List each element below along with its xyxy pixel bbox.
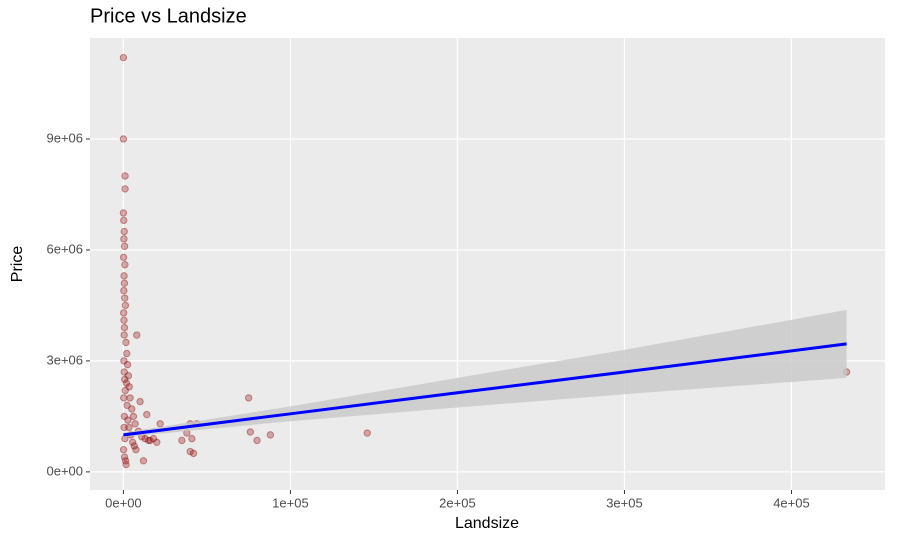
point bbox=[120, 357, 128, 365]
x-tick-label: 2e+05 bbox=[439, 495, 476, 510]
point bbox=[136, 397, 144, 406]
point bbox=[119, 135, 128, 143]
point bbox=[121, 294, 129, 302]
point bbox=[129, 412, 138, 421]
point bbox=[120, 368, 128, 376]
point bbox=[122, 379, 131, 387]
point bbox=[244, 394, 253, 402]
point bbox=[121, 172, 129, 180]
point bbox=[120, 242, 129, 250]
point bbox=[120, 423, 128, 432]
point bbox=[122, 460, 130, 469]
point bbox=[120, 235, 128, 243]
confidence-band bbox=[123, 309, 847, 438]
point bbox=[120, 227, 128, 236]
point bbox=[125, 423, 133, 432]
panel bbox=[90, 38, 885, 490]
point bbox=[121, 457, 130, 465]
x-tick-label: 0e+00 bbox=[105, 495, 142, 510]
point bbox=[126, 394, 134, 402]
y-tick-label: 0e+00 bbox=[46, 463, 83, 478]
point bbox=[119, 253, 128, 262]
point bbox=[120, 286, 128, 295]
point bbox=[141, 434, 149, 443]
point bbox=[131, 420, 139, 428]
point bbox=[121, 301, 130, 310]
x-tick-label: 3e+05 bbox=[606, 495, 643, 510]
point bbox=[189, 449, 198, 458]
point bbox=[123, 401, 131, 409]
point bbox=[120, 272, 128, 280]
point bbox=[128, 438, 137, 446]
point bbox=[132, 445, 140, 454]
point bbox=[246, 428, 255, 436]
point bbox=[120, 216, 128, 225]
point bbox=[121, 375, 129, 384]
point bbox=[188, 434, 196, 443]
point bbox=[124, 416, 132, 424]
point bbox=[120, 331, 128, 339]
point bbox=[120, 316, 128, 324]
point bbox=[119, 445, 128, 454]
point bbox=[121, 261, 129, 269]
point bbox=[130, 442, 138, 450]
y-tick-label: 3e+06 bbox=[46, 352, 83, 367]
point bbox=[123, 349, 131, 358]
point bbox=[119, 209, 128, 217]
point bbox=[156, 420, 164, 428]
chart-title: Price vs Landsize bbox=[90, 5, 247, 27]
point bbox=[121, 386, 129, 395]
point bbox=[121, 185, 129, 193]
point bbox=[139, 457, 148, 465]
point bbox=[120, 279, 129, 287]
x-axis-title: Landsize bbox=[455, 515, 519, 532]
y-tick-label: 6e+06 bbox=[46, 241, 83, 256]
y-axis-title: Price bbox=[9, 246, 26, 283]
point bbox=[122, 338, 130, 347]
x-tick-label: 4e+05 bbox=[773, 495, 810, 510]
point bbox=[146, 436, 154, 445]
point bbox=[120, 394, 128, 402]
point bbox=[253, 436, 261, 445]
point bbox=[144, 436, 153, 445]
point bbox=[123, 360, 132, 369]
point bbox=[149, 434, 158, 443]
point bbox=[120, 412, 129, 421]
y-tick-label: 9e+06 bbox=[46, 130, 83, 145]
point bbox=[153, 438, 161, 446]
x-tick-label: 1e+05 bbox=[272, 495, 309, 510]
point bbox=[143, 410, 151, 419]
point bbox=[119, 309, 128, 317]
point bbox=[119, 53, 128, 62]
fit-line bbox=[123, 342, 847, 437]
point bbox=[128, 405, 136, 413]
point bbox=[133, 331, 141, 339]
point bbox=[363, 429, 371, 437]
point bbox=[120, 323, 129, 332]
point bbox=[178, 436, 186, 445]
point bbox=[124, 372, 133, 380]
point bbox=[186, 447, 194, 456]
point bbox=[266, 431, 275, 439]
point bbox=[125, 383, 133, 391]
point bbox=[120, 453, 129, 461]
